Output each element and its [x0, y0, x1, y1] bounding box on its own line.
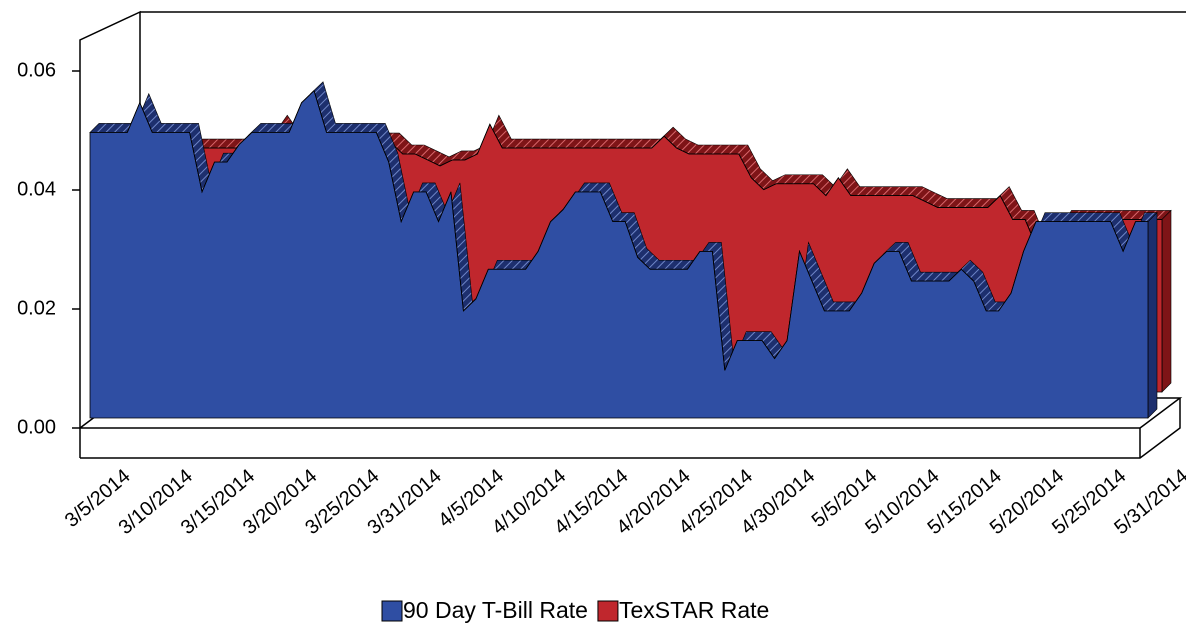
legend-swatch	[381, 600, 403, 622]
legend-swatch	[597, 600, 619, 622]
series-0	[89, 81, 1158, 419]
legend-label: 90 Day T-Bill Rate	[403, 597, 588, 623]
y-tick-label: 0.02	[17, 297, 56, 319]
legend: 90 Day T-Bill Rate TexSTAR Rate	[381, 597, 769, 623]
floor-edge	[80, 398, 1181, 459]
legend-label: TexSTAR Rate	[619, 597, 769, 623]
area-side	[1161, 209, 1172, 393]
y-tick-label: 0.06	[17, 59, 56, 81]
y-tick-label: 0.04	[17, 178, 56, 200]
area-line	[90, 90, 1148, 371]
area-side	[1147, 211, 1158, 419]
y-tick-label: 0.00	[17, 416, 56, 438]
